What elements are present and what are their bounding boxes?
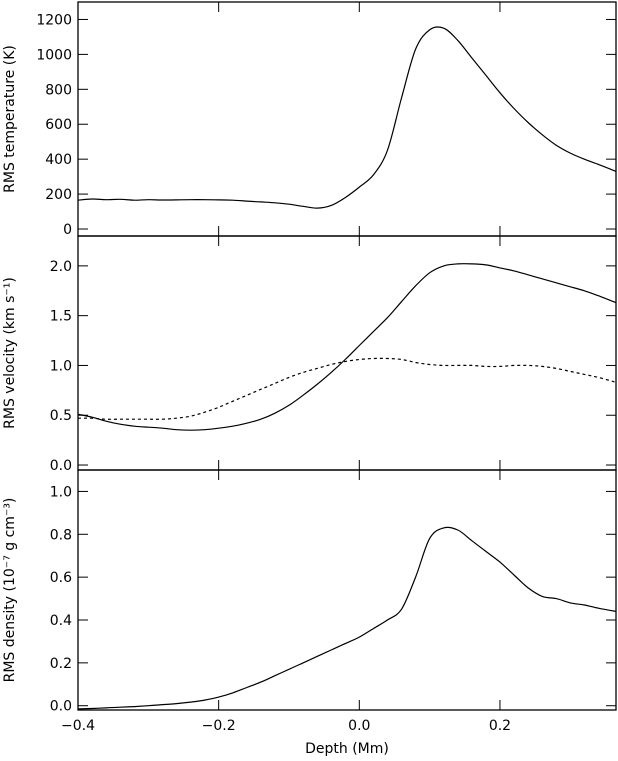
y-axis-label: RMS temperature (K)	[2, 45, 18, 193]
solid-series-line	[78, 263, 616, 431]
panel-1: 0.0 0.5 1.0 1.5 2.0 RMS velocity (km s⁻¹)	[2, 235, 617, 474]
x-tick-label: 0.0	[348, 718, 370, 734]
y-tick-label: 0	[63, 222, 72, 238]
y-axis-label: RMS velocity (km s⁻¹)	[2, 277, 18, 429]
plot-frame	[77, 235, 617, 471]
plot-frame	[77, 469, 617, 711]
y-tick-label: 1.0	[50, 358, 72, 374]
y-tick-label: 200	[45, 187, 72, 203]
y-tick-label: 0.4	[50, 613, 72, 629]
y-tick-label: 800	[45, 82, 72, 98]
solid-series-line	[78, 26, 616, 209]
y-tick-label: 0.0	[50, 458, 72, 474]
panel-2: 0.0 0.2 0.4 0.6 0.8 1.0 −0.4 −0.2 0.0 0.2 RMS dens…	[2, 469, 617, 757]
x-tick-label: 0.2	[489, 718, 511, 734]
y-tick-label: 400	[45, 152, 72, 168]
y-tick-label: 0.5	[50, 408, 72, 424]
y-tick-label: 0.0	[50, 699, 72, 715]
y-tick-label: 0.8	[50, 527, 72, 543]
x-tick-label: −0.4	[61, 718, 95, 734]
panel-0: 0 200 400 600 800 1000 1200 RMS temperature (K)	[2, 1, 617, 238]
solid-series-line	[78, 526, 616, 710]
y-tick-label: 1200	[36, 12, 72, 28]
y-tick-label: 1000	[36, 47, 72, 63]
x-axis-label: Depth (Mm)	[305, 741, 389, 757]
y-tick-label: 600	[45, 117, 72, 133]
y-tick-label: 1.5	[50, 309, 72, 325]
y-tick-label: 0.2	[50, 656, 72, 672]
y-tick-label: 1.0	[50, 484, 72, 500]
x-tick-label: −0.2	[202, 718, 236, 734]
y-tick-label: 0.6	[50, 570, 72, 586]
dotted-series-line	[78, 357, 616, 420]
plot-frame	[77, 1, 617, 237]
y-axis-label: RMS density (10⁻⁷ g cm⁻³)	[2, 498, 18, 683]
y-tick-label: 2.0	[50, 259, 72, 275]
